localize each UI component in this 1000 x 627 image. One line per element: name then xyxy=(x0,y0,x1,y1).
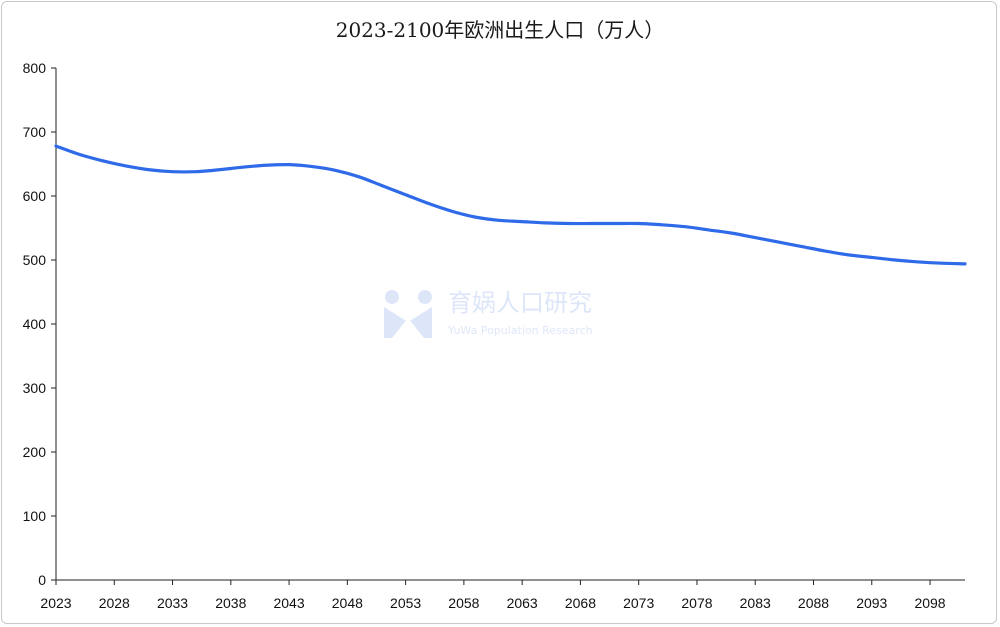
y-tick-label: 300 xyxy=(23,380,47,396)
x-tick-label: 2098 xyxy=(914,595,945,611)
series-line xyxy=(54,144,967,266)
y-tick-label: 400 xyxy=(23,316,47,332)
x-tick-label: 2043 xyxy=(273,595,304,611)
y-tick-label: 200 xyxy=(23,444,47,460)
x-tick-label: 2023 xyxy=(40,595,71,611)
y-tick-label: 500 xyxy=(23,252,47,268)
y-tick-label: 0 xyxy=(38,572,46,588)
plot-area xyxy=(54,144,967,266)
x-tick-label: 2048 xyxy=(332,595,363,611)
x-tick-label: 2083 xyxy=(740,595,771,611)
y-tick-label: 800 xyxy=(23,60,47,76)
x-tick-label: 2093 xyxy=(856,595,887,611)
axes: 0 100 200 300 400 500 600 700 800 2023 2028 2033 203… xyxy=(23,60,965,611)
x-tick-label: 2058 xyxy=(448,595,479,611)
x-tick-label: 2078 xyxy=(681,595,712,611)
y-tick-label: 100 xyxy=(23,508,47,524)
x-tick-label: 2038 xyxy=(215,595,246,611)
x-tick-label: 2068 xyxy=(565,595,596,611)
watermark-logo-icon xyxy=(384,290,432,338)
x-tick-label: 2033 xyxy=(157,595,188,611)
watermark-text: 育娲人口研究 xyxy=(448,289,592,317)
y-tick-label: 700 xyxy=(23,124,47,140)
watermark: 育娲人口研究 YuWa Population Research xyxy=(384,289,593,338)
x-tick-label: 2053 xyxy=(390,595,421,611)
x-tick-label: 2063 xyxy=(507,595,538,611)
y-tick-label: 600 xyxy=(23,188,47,204)
x-tick-label: 2088 xyxy=(798,595,829,611)
chart-title: 2023-2100年欧洲出生人口（万人） xyxy=(335,18,665,42)
x-tick-label: 2073 xyxy=(623,595,654,611)
watermark-subtext: YuWa Population Research xyxy=(447,324,593,337)
x-tick-label: 2028 xyxy=(99,595,130,611)
